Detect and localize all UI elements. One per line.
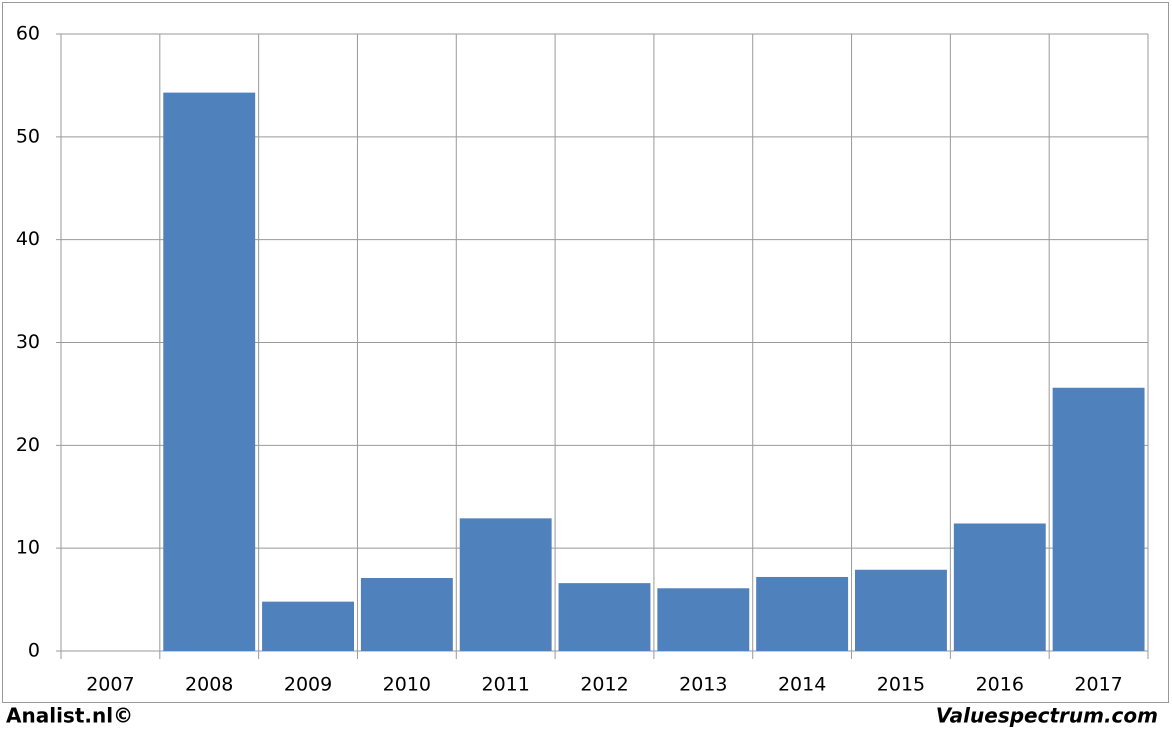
y-tick-label: 30 xyxy=(16,331,40,353)
x-tick-label: 2010 xyxy=(383,674,431,696)
bar xyxy=(855,569,947,651)
y-tick-label: 0 xyxy=(28,640,40,662)
bar xyxy=(558,583,651,651)
y-tick-label: 50 xyxy=(16,125,40,147)
bar xyxy=(360,577,453,651)
footer-left: Analist.nl© xyxy=(6,704,133,728)
y-tick-label: 40 xyxy=(16,228,40,250)
y-tick-label: 20 xyxy=(16,434,40,456)
bar xyxy=(459,518,552,651)
bar xyxy=(953,523,1046,651)
y-tick-label: 60 xyxy=(16,23,40,45)
bar xyxy=(1052,387,1145,651)
footer-right: Valuespectrum.com xyxy=(936,704,1158,728)
x-tick-label: 2014 xyxy=(778,674,826,696)
x-tick-label: 2012 xyxy=(580,674,628,696)
bar xyxy=(756,576,849,651)
x-tick-label: 2009 xyxy=(284,674,332,696)
bar xyxy=(262,601,354,651)
y-tick-label: 10 xyxy=(16,537,40,559)
x-tick-label: 2016 xyxy=(976,674,1024,696)
x-tick-label: 2008 xyxy=(185,674,233,696)
x-tick-label: 2017 xyxy=(1074,674,1122,696)
x-tick-label: 2007 xyxy=(86,674,134,696)
x-tick-label: 2015 xyxy=(877,674,925,696)
bar xyxy=(657,588,750,651)
x-tick-label: 2011 xyxy=(482,674,530,696)
x-tick-label: 2013 xyxy=(679,674,727,696)
bar xyxy=(163,92,256,652)
